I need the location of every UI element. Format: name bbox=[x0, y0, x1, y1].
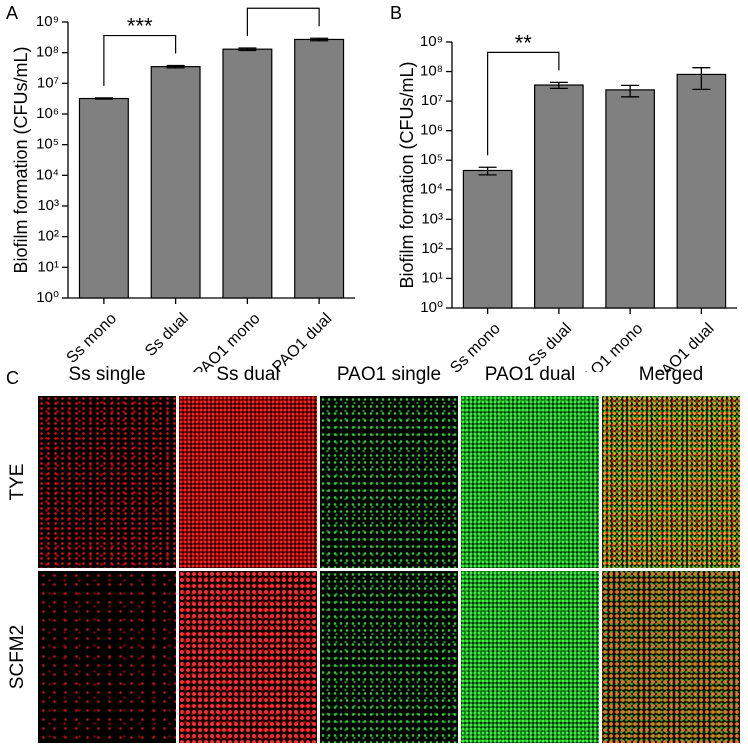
y-tick-label: 10³ bbox=[37, 197, 59, 214]
micrograph bbox=[38, 396, 176, 568]
y-axis-title: Biofilm formation (CFUs/mL) bbox=[11, 46, 31, 273]
y-tick-label: 10² bbox=[421, 240, 443, 257]
significance-label: ** bbox=[275, 0, 293, 11]
micrograph bbox=[179, 396, 317, 568]
y-tick-label: 10⁵ bbox=[420, 151, 443, 168]
y-tick-label: 10⁰ bbox=[420, 299, 443, 316]
column-label: PAO1 dual bbox=[484, 364, 576, 385]
row-label: TYE bbox=[7, 463, 28, 501]
y-axis-title: Biofilm formation (CFUs/mL) bbox=[397, 61, 417, 288]
error-bar bbox=[238, 47, 257, 52]
y-tick-label: 10⁷ bbox=[421, 92, 443, 109]
bar bbox=[676, 73, 727, 309]
significance-bracket bbox=[103, 34, 177, 86]
significance-bracket bbox=[487, 51, 560, 156]
micrograph bbox=[461, 396, 599, 568]
bar bbox=[294, 38, 345, 299]
column-label: Ss single bbox=[68, 364, 146, 385]
micrograph bbox=[602, 396, 740, 568]
panel-label: C bbox=[6, 368, 19, 388]
y-tick-label: 10¹ bbox=[37, 258, 59, 275]
error-bar bbox=[549, 81, 568, 90]
bar bbox=[78, 97, 129, 299]
x-tick-label: PAO1 mono bbox=[191, 310, 264, 372]
micrograph bbox=[38, 571, 176, 743]
significance-label: ** bbox=[515, 30, 533, 55]
micrograph bbox=[320, 571, 458, 743]
y-tick-label: 10³ bbox=[421, 210, 443, 227]
y-tick-label: 10⁵ bbox=[36, 136, 59, 153]
x-tick-label: Ss dual bbox=[142, 310, 192, 360]
micrograph bbox=[461, 571, 599, 743]
significance-label: *** bbox=[127, 14, 153, 39]
x-tick-label: PAO1 dual bbox=[269, 310, 335, 372]
error-bar bbox=[166, 64, 185, 69]
x-tick-label: Ss dual bbox=[525, 320, 575, 370]
x-tick-label: Ss mono bbox=[63, 310, 120, 367]
row-label: SCFM2 bbox=[7, 624, 28, 690]
y-tick-label: 10⁴ bbox=[420, 181, 443, 198]
error-bar bbox=[310, 37, 329, 42]
column-label: Merged bbox=[638, 364, 704, 385]
y-tick-label: 10⁸ bbox=[36, 44, 59, 61]
error-bar bbox=[94, 97, 113, 100]
error-bar bbox=[692, 67, 711, 90]
y-tick-label: 10² bbox=[37, 228, 59, 245]
bar bbox=[605, 89, 655, 309]
panel-label: A bbox=[6, 3, 18, 23]
bar bbox=[222, 48, 273, 299]
bar bbox=[462, 169, 513, 309]
error-bar bbox=[478, 166, 497, 176]
micrograph bbox=[179, 571, 317, 743]
column-label: PAO1 single bbox=[336, 364, 442, 385]
y-tick-label: 10¹ bbox=[421, 269, 443, 286]
y-tick-label: 10⁹ bbox=[420, 33, 443, 50]
bar bbox=[534, 84, 584, 309]
y-tick-label: 10⁰ bbox=[36, 289, 59, 306]
bar bbox=[150, 66, 201, 299]
significance-bracket bbox=[246, 7, 320, 36]
panel-label: B bbox=[390, 3, 402, 23]
y-tick-label: 10⁶ bbox=[36, 105, 59, 122]
y-tick-label: 10⁸ bbox=[420, 63, 443, 80]
y-tick-label: 10⁷ bbox=[37, 74, 59, 91]
column-label: Ss dual bbox=[216, 364, 280, 385]
y-tick-label: 10⁴ bbox=[36, 166, 59, 183]
micrograph bbox=[602, 571, 740, 743]
y-tick-label: 10⁶ bbox=[420, 122, 443, 139]
error-bar bbox=[621, 84, 640, 98]
y-tick-label: 10⁹ bbox=[36, 13, 59, 30]
micrograph bbox=[320, 396, 458, 568]
